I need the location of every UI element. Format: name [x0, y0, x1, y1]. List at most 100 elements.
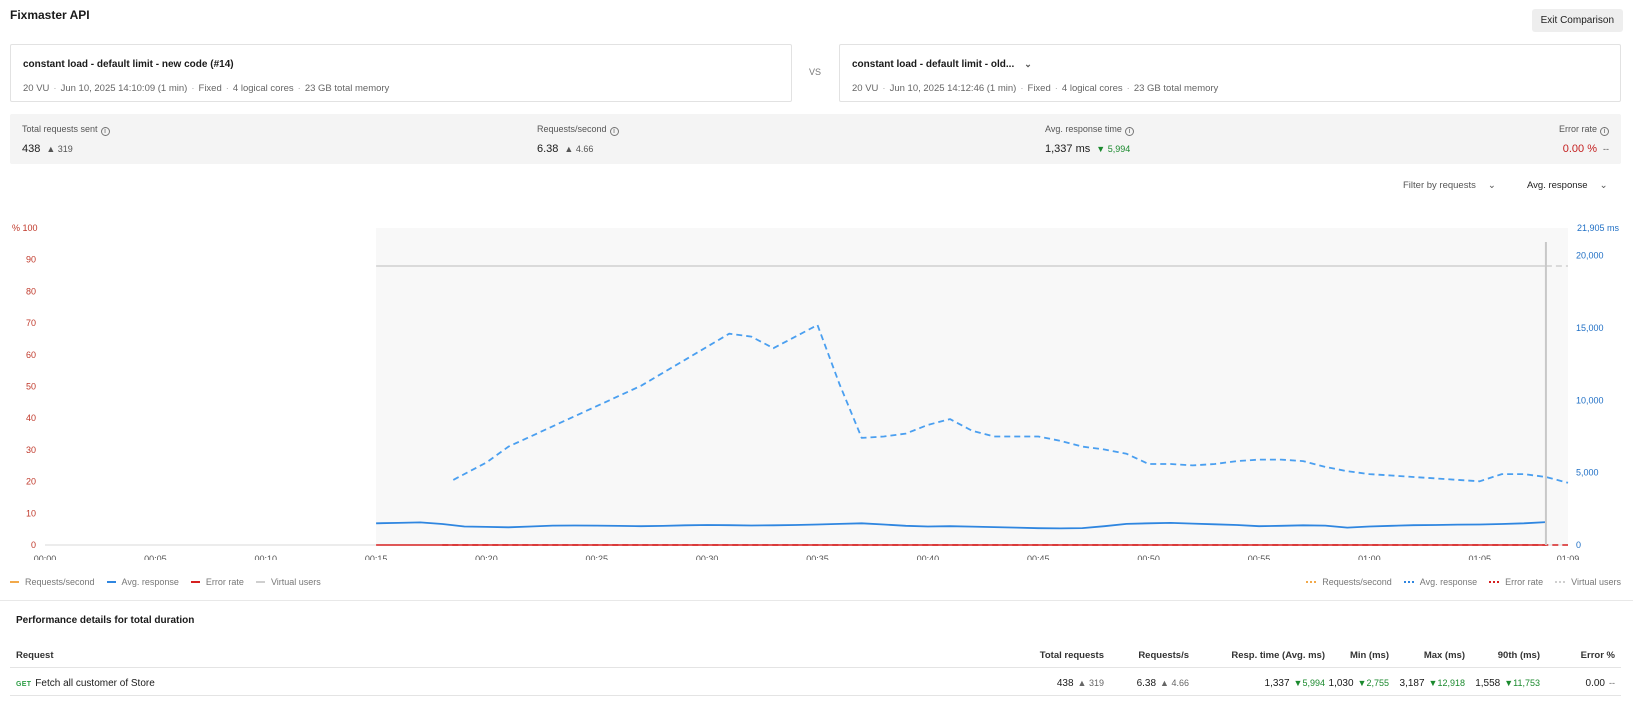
run-name-text: constant load - default limit - old...: [852, 59, 1015, 70]
arrow-down-icon: ▼: [1293, 678, 1303, 688]
col-request[interactable]: Request: [16, 650, 54, 661]
x-tick-label: 00:35: [806, 554, 829, 560]
stat-label: Avg. response time: [1045, 124, 1122, 134]
run-mode: Fixed: [198, 83, 222, 94]
arrow-down-icon: ▼: [1504, 678, 1514, 688]
x-tick-label: 00:05: [144, 554, 167, 560]
col-min[interactable]: Min (ms): [1349, 650, 1389, 661]
cell-p90-delta: 11,753: [1513, 678, 1540, 688]
stat-label: Error rate: [1558, 124, 1597, 134]
right-tick-label: 10,000: [1576, 395, 1604, 405]
x-tick-label: 00:00: [34, 554, 57, 560]
stat-delta: 4.66: [575, 144, 594, 154]
col-error[interactable]: Error %: [1580, 650, 1615, 661]
legend-new-run: Requests/second Avg. response Error rate Vi…: [10, 575, 321, 587]
info-icon[interactable]: i: [1600, 127, 1609, 136]
legend-label: Avg. response: [121, 577, 179, 587]
run-memory: 23 GB total memory: [304, 83, 390, 94]
run-cores: 4 logical cores: [232, 83, 294, 94]
legend-item[interactable]: Requests/second: [1306, 577, 1392, 587]
run-meta: 20 VU · Jun 10, 2025 14:12:46 (1 min) · Fixe…: [852, 83, 1219, 94]
col-rps[interactable]: Requests/s: [1138, 650, 1189, 661]
run-name: constant load - default limit - new code…: [23, 59, 234, 70]
run-started: Jun 10, 2025 14:10:09 (1 min): [60, 83, 188, 94]
response-chart[interactable]: 0 10 20 30 40 50 60 70 80 90 % 100 0 5,000 10,000 15,0…: [0, 220, 1633, 560]
legend-item[interactable]: Avg. response: [106, 577, 179, 587]
vs-label: VS: [809, 67, 822, 77]
run-mode: Fixed: [1027, 83, 1051, 94]
col-max[interactable]: Max (ms): [1423, 650, 1465, 661]
left-tick-label: 50: [26, 382, 36, 392]
x-tick-label: 00:45: [1027, 554, 1050, 560]
perf-details-title: Performance details for total duration: [16, 615, 195, 626]
left-tick-label: 70: [26, 318, 36, 328]
legend-label: Virtual users: [1571, 577, 1621, 587]
left-tick-label: 30: [26, 445, 36, 455]
stat-value: 6.38: [537, 143, 559, 155]
info-icon[interactable]: i: [609, 127, 619, 136]
filter-requests-select[interactable]: Filter by requests ⌄: [1403, 180, 1496, 191]
right-tick-label: 0: [1576, 540, 1581, 550]
legend-swatch: [1403, 581, 1414, 583]
x-tick-label: 01:00: [1358, 554, 1381, 560]
legend-label: Requests/second: [1322, 577, 1392, 587]
x-tick-label: 00:25: [586, 554, 609, 560]
legend-item[interactable]: Avg. response: [1403, 577, 1477, 587]
series-avg-response-old: [452, 324, 1569, 484]
stats-bar: Total requests sent i 438 ▲ 319 Requests/s…: [10, 114, 1621, 164]
stat-label: Total requests sent: [22, 124, 98, 134]
perf-table: Request Total requests Requests/s Resp. …: [10, 640, 1621, 696]
run-name[interactable]: constant load - default limit - old... ⌄: [852, 59, 1032, 70]
legend-old-run: Requests/second Avg. response Error rate Vi…: [1306, 575, 1621, 587]
col-total-requests[interactable]: Total requests: [1039, 650, 1104, 661]
col-p90[interactable]: 90th (ms): [1497, 650, 1540, 661]
cell-rps: 6.38: [1136, 678, 1157, 689]
legend-item[interactable]: Error rate: [190, 577, 244, 587]
x-tick-label: 00:50: [1137, 554, 1160, 560]
info-icon[interactable]: i: [100, 127, 110, 136]
legend-label: Virtual users: [270, 577, 321, 587]
stat-rps: Requests/second i 6.38 ▲ 4.66: [537, 124, 619, 155]
x-tick-label: 00:30: [696, 554, 719, 560]
legend-swatch: [1489, 581, 1500, 583]
arrow-down-icon: ▼: [1357, 678, 1367, 688]
cell-max-delta: 12,918: [1437, 678, 1465, 688]
chevron-down-icon[interactable]: ⌄: [1024, 59, 1032, 69]
cell-error-delta: --: [1609, 678, 1615, 688]
exit-comparison-button[interactable]: Exit Comparison: [1531, 9, 1623, 32]
chevron-down-icon: ⌄: [1487, 180, 1496, 191]
info-icon[interactable]: i: [1124, 127, 1134, 136]
run-card-old[interactable]: constant load - default limit - old... ⌄ …: [839, 44, 1621, 102]
legend-item[interactable]: Requests/second: [10, 577, 95, 587]
left-tick-label: 60: [26, 350, 36, 360]
legend-item[interactable]: Virtual users: [255, 577, 321, 587]
run-meta: 20 VU · Jun 10, 2025 14:10:09 (1 min) · Fixe…: [23, 83, 390, 94]
run-vu: 20 VU: [852, 83, 879, 94]
run-memory: 23 GB total memory: [1133, 83, 1219, 94]
chevron-down-icon: ⌄: [1599, 180, 1608, 191]
run-vu: 20 VU: [23, 83, 50, 94]
legend-swatch: [10, 581, 19, 583]
stat-delta: --: [1603, 144, 1609, 154]
run-card-new: constant load - default limit - new code…: [10, 44, 792, 102]
legend-swatch: [255, 581, 265, 583]
metric-select[interactable]: Avg. response ⌄: [1527, 180, 1608, 191]
left-tick-label: 90: [26, 255, 36, 265]
cell-total-delta: 319: [1088, 678, 1104, 688]
table-row[interactable]: GET Fetch all customer of Store 438 ▲ 319 …: [10, 668, 1621, 696]
x-tick-label: 00:15: [365, 554, 388, 560]
stat-avg-response: Avg. response time i 1,337 ms ▼ 5,994: [1045, 124, 1134, 155]
filter-label: Filter by requests: [1403, 180, 1476, 191]
left-tick-label: 40: [26, 413, 36, 423]
legend-swatch: [1555, 581, 1566, 583]
test-window-band: [376, 228, 1569, 545]
left-tick-label: 10: [26, 508, 36, 518]
col-resp-time[interactable]: Resp. time (Avg. ms): [1231, 650, 1325, 661]
series-avg-response-new: [376, 521, 1546, 530]
x-tick-label: 01:09: [1557, 554, 1580, 560]
legend-item[interactable]: Virtual users: [1555, 577, 1621, 587]
x-tick-label: 00:10: [254, 554, 277, 560]
legend-swatch: [1306, 581, 1317, 583]
cell-max: 3,187: [1399, 678, 1425, 689]
legend-item[interactable]: Error rate: [1489, 577, 1543, 587]
